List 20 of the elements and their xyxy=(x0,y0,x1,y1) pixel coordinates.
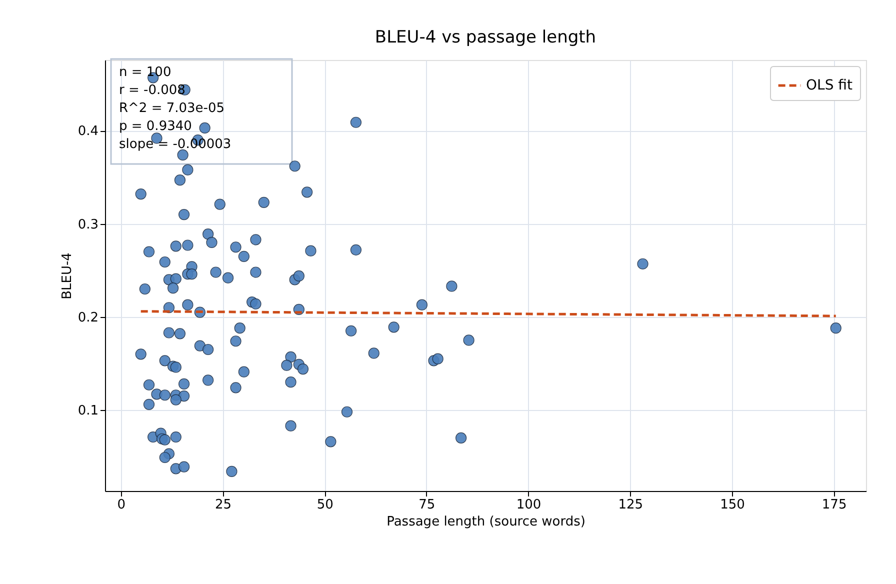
legend-label: OLS fit xyxy=(806,78,853,94)
x-tick-label: 175 xyxy=(822,498,847,512)
y-axis-title: BLEU-4 xyxy=(60,252,75,300)
annotation: p = 0.9340 xyxy=(119,119,192,134)
x-tick-label: 150 xyxy=(720,498,745,512)
x-axis-title: Passage length (source words) xyxy=(386,514,586,530)
x-tick-label: 75 xyxy=(418,498,436,512)
y-tick-label: 0.3 xyxy=(78,217,98,232)
x-tick-label: 100 xyxy=(516,498,542,512)
x-tick-label: 50 xyxy=(316,498,334,512)
y-tick-label: 0.4 xyxy=(78,124,98,140)
x-tick-label: 0 xyxy=(117,498,126,512)
chart-title: BLEU-4 vs passage length xyxy=(374,27,596,48)
y-tick-label: 0.2 xyxy=(78,310,98,326)
annotation: R^2 = 7.03e-05 xyxy=(119,101,225,116)
annotation: slope = -0.00003 xyxy=(119,137,232,152)
x-tick-label: 25 xyxy=(214,498,232,512)
y-tick-label: 0.1 xyxy=(78,404,98,419)
x-tick-label: 125 xyxy=(618,498,644,512)
annotation: n = 100 xyxy=(119,65,172,80)
